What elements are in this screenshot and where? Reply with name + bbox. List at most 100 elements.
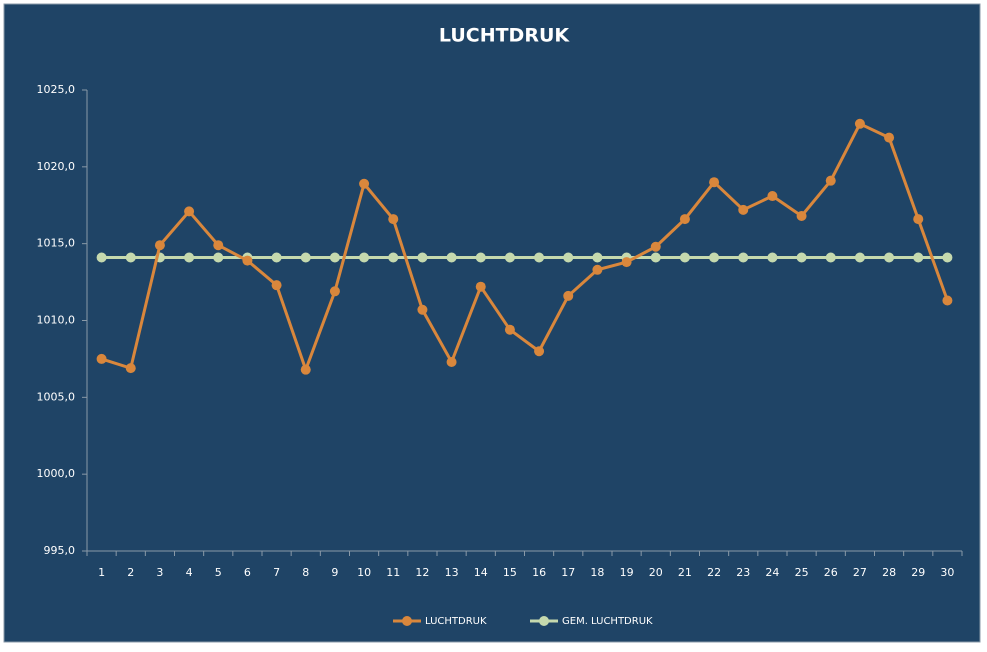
x-tick-label: 4 xyxy=(186,566,193,579)
point xyxy=(504,324,515,335)
x-tick-label: 26 xyxy=(824,566,838,579)
x-tick-label: 11 xyxy=(386,566,400,579)
point xyxy=(884,252,895,263)
point xyxy=(942,252,953,263)
x-tick-label: 3 xyxy=(156,566,163,579)
legend-marker xyxy=(402,616,412,626)
point xyxy=(854,252,865,263)
x-tick-label: 22 xyxy=(707,566,721,579)
legend-label: LUCHTDRUK xyxy=(425,616,487,627)
point xyxy=(592,252,603,263)
point xyxy=(271,280,282,291)
x-tick-label: 14 xyxy=(474,566,488,579)
point xyxy=(359,252,370,263)
point xyxy=(913,214,924,225)
point xyxy=(388,214,399,225)
point xyxy=(738,204,749,215)
y-tick-label: 1000,0 xyxy=(37,467,76,480)
point xyxy=(592,264,603,275)
point xyxy=(679,252,690,263)
y-tick-label: 1005,0 xyxy=(37,390,76,403)
point xyxy=(796,211,807,222)
point xyxy=(213,252,224,263)
point xyxy=(388,252,399,263)
y-tick-label: 1020,0 xyxy=(37,160,76,173)
point xyxy=(942,295,953,306)
point xyxy=(767,252,778,263)
point xyxy=(796,252,807,263)
point xyxy=(679,214,690,225)
point xyxy=(329,286,340,297)
point xyxy=(913,252,924,263)
point xyxy=(242,255,253,266)
point xyxy=(563,290,574,301)
x-tick-label: 29 xyxy=(911,566,925,579)
point xyxy=(213,240,224,251)
x-tick-label: 1 xyxy=(98,566,105,579)
point xyxy=(125,252,136,263)
point xyxy=(504,252,515,263)
x-tick-label: 27 xyxy=(853,566,867,579)
x-tick-label: 8 xyxy=(302,566,309,579)
x-tick-label: 9 xyxy=(331,566,338,579)
y-tick-label: 1015,0 xyxy=(37,237,76,250)
point xyxy=(184,252,195,263)
point xyxy=(417,304,428,315)
x-tick-label: 12 xyxy=(415,566,429,579)
x-tick-label: 17 xyxy=(561,566,575,579)
point xyxy=(96,252,107,263)
point xyxy=(300,364,311,375)
point xyxy=(96,353,107,364)
x-tick-label: 28 xyxy=(882,566,896,579)
point xyxy=(446,356,457,367)
x-tick-label: 21 xyxy=(678,566,692,579)
series-line xyxy=(101,121,949,375)
point xyxy=(767,191,778,202)
point xyxy=(650,241,661,252)
x-tick-label: 6 xyxy=(244,566,251,579)
point xyxy=(475,281,486,292)
chart-area xyxy=(3,3,981,643)
point xyxy=(534,252,545,263)
x-tick-label: 30 xyxy=(940,566,954,579)
point xyxy=(621,257,632,268)
point xyxy=(709,252,720,263)
point xyxy=(563,252,574,263)
point xyxy=(825,175,836,186)
x-tick-label: 16 xyxy=(532,566,546,579)
x-tick-label: 7 xyxy=(273,566,280,579)
point xyxy=(854,118,865,129)
x-tick-label: 19 xyxy=(620,566,634,579)
x-tick-label: 2 xyxy=(127,566,134,579)
point xyxy=(329,252,340,263)
legend-marker xyxy=(539,616,549,626)
point xyxy=(417,252,428,263)
x-tick-label: 15 xyxy=(503,566,517,579)
point xyxy=(475,252,486,263)
point xyxy=(534,346,545,357)
point xyxy=(825,252,836,263)
x-tick-label: 18 xyxy=(590,566,604,579)
x-tick-label: 23 xyxy=(736,566,750,579)
y-tick-label: 1010,0 xyxy=(37,314,76,327)
point xyxy=(271,252,282,263)
x-tick-label: 25 xyxy=(795,566,809,579)
point xyxy=(184,206,195,217)
x-tick-label: 5 xyxy=(215,566,222,579)
point xyxy=(359,178,370,189)
point xyxy=(650,252,661,263)
point xyxy=(446,252,457,263)
point xyxy=(709,177,720,188)
y-tick-label: 1025,0 xyxy=(37,83,76,96)
chart-title: LUCHTDRUK xyxy=(439,25,570,47)
point xyxy=(154,240,165,251)
y-tick-label: 995,0 xyxy=(44,544,76,557)
point xyxy=(300,252,311,263)
x-tick-label: 20 xyxy=(649,566,663,579)
x-tick-label: 13 xyxy=(445,566,459,579)
point xyxy=(884,132,895,143)
x-tick-label: 24 xyxy=(765,566,779,579)
point xyxy=(125,363,136,374)
x-tick-label: 10 xyxy=(357,566,371,579)
